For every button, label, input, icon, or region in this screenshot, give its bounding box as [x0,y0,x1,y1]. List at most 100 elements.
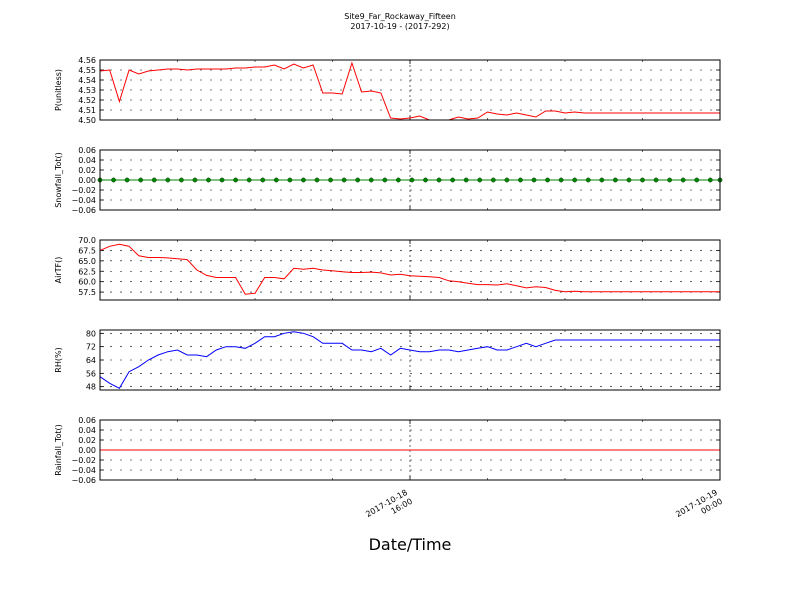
y-tick-label: 0.04 [78,426,96,435]
data-point [599,177,605,183]
y-tick-label: 0.02 [78,436,96,445]
x-axis-label: Date/Time [369,535,452,554]
y-tick-label: 4.53 [78,86,96,95]
data-point [246,177,252,183]
y-tick-label: 64 [86,356,96,365]
subplot-1: 4.504.514.524.534.544.554.56 P(unitless) [54,56,721,125]
data-point [626,177,632,183]
y-tick-label: 0.06 [78,146,96,155]
y-tick-label: 70.0 [78,236,96,245]
data-point [368,177,374,183]
data-point [341,177,347,183]
data-point [382,177,388,183]
y-tick-label: −0.04 [71,196,96,205]
data-point [545,177,550,183]
series-line [99,331,720,389]
data-point [355,177,361,183]
data-point [680,177,686,183]
y-axis-label: Rainfall_Tot() [54,424,63,476]
subplot-frame [99,419,721,481]
data-point [151,177,157,183]
data-point [612,177,618,183]
y-tick-label: 4.54 [78,76,96,85]
data-point [707,177,713,183]
subplot-frame [99,59,721,121]
y-tick-label: 57.5 [78,288,96,297]
data-point [694,177,700,183]
subplot-2: −0.06−0.04−0.020.000.020.040.06 Snowfall_… [54,146,723,215]
subplot-frame [99,149,721,211]
data-point [585,177,591,183]
data-point [477,177,483,183]
data-point [490,177,496,183]
y-tick-label: 67.5 [78,246,96,255]
data-point [423,177,428,183]
y-tick-label: −0.02 [71,186,96,195]
series-line [99,243,720,295]
data-point [653,177,659,183]
chart-subtitle: 2017-10-19 - (2017-292) [350,22,449,31]
y-axis-label: AirTF() [54,257,63,284]
y-tick-label: −0.02 [71,456,96,465]
data-point [558,177,564,183]
data-point [124,177,130,183]
y-tick-label: 65.0 [78,257,96,266]
series-line [99,61,720,121]
y-tick-label: −0.04 [71,466,96,475]
y-tick-label: 62.5 [78,267,96,276]
y-tick-label: 0.06 [78,416,96,425]
data-point [328,177,333,183]
data-point [192,177,198,183]
data-point [504,177,510,183]
chart-title: Site9_Far_Rockaway_Fifteen [344,12,456,21]
data-point [531,177,537,183]
y-axis-label: Snowfall_Tot() [54,152,63,208]
data-point [260,177,266,183]
y-tick-label: 4.51 [78,106,96,115]
data-point [287,177,293,183]
data-point [409,177,415,183]
subplot-5: −0.06−0.04−0.020.000.020.040.06 Rainfall_… [54,416,721,485]
data-point [572,177,578,183]
y-tick-label: 4.52 [78,96,96,105]
y-tick-label: −0.06 [71,206,96,215]
y-tick-label: 72 [86,343,96,352]
data-point [111,177,116,183]
subplot-frame [99,329,721,391]
data-point [640,177,645,183]
y-tick-label: 4.56 [78,56,96,65]
y-tick-label: −0.06 [71,476,96,485]
y-tick-label: 60.0 [78,278,96,287]
data-point [395,177,401,183]
data-point [518,177,523,183]
data-point [301,177,306,183]
data-point [667,177,673,183]
data-point [178,177,184,183]
y-axis-label: P(unitless) [54,69,63,111]
y-tick-label: 4.55 [78,66,96,75]
y-tick-label: 48 [86,383,96,392]
y-tick-label: 0.00 [78,446,96,455]
y-tick-label: 0.04 [78,156,96,165]
subplot-4: 48 56 64 72 80 RH(%) [54,329,721,392]
y-tick-label: 0.02 [78,166,96,175]
data-point [450,177,456,183]
data-point [273,177,279,183]
data-point [436,177,442,183]
subplot-stack: 4.504.514.524.534.544.554.56 P(unitless) −… [54,56,723,485]
subplot-frame [99,239,721,301]
data-point [138,177,144,183]
data-point [314,177,320,183]
y-tick-label: 4.50 [78,116,96,125]
data-point [219,177,225,183]
data-point [206,177,211,183]
y-axis-label: RH(%) [54,347,63,372]
data-point [463,177,469,183]
y-tick-label: 80 [86,329,96,338]
subplot-3: 57.560.0 62.565.0 67.570.0 AirTF() [54,236,721,301]
data-point [233,177,239,183]
